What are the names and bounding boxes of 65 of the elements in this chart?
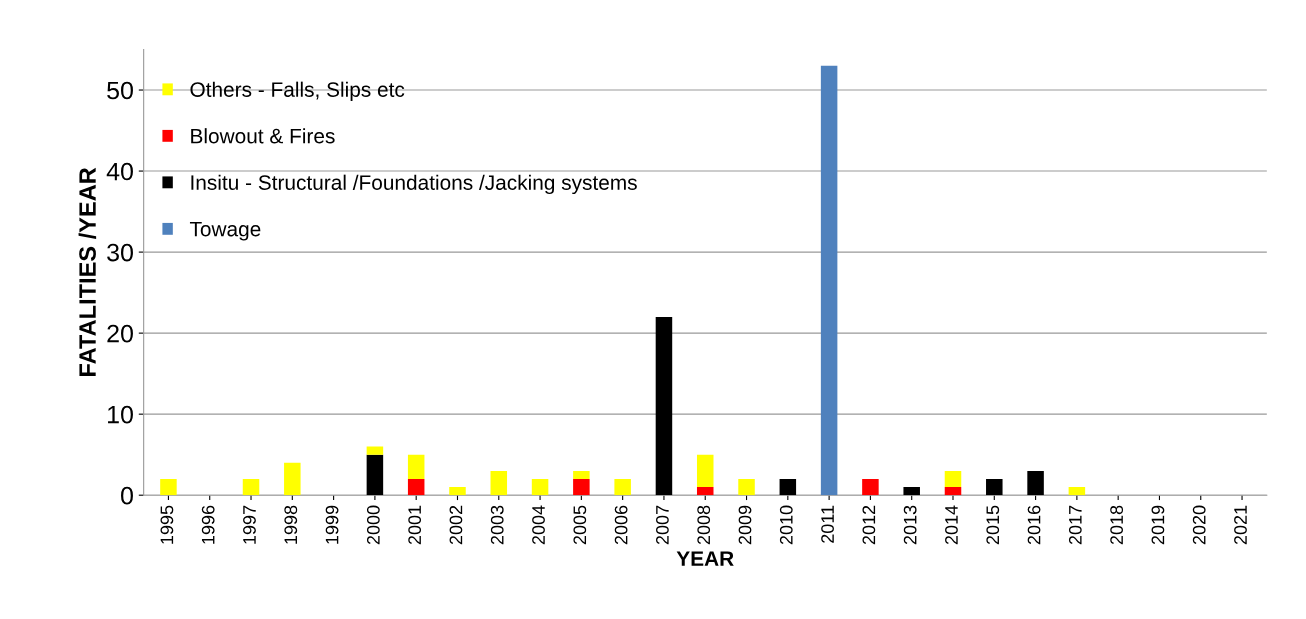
x-tick-label: 2014 (945, 505, 958, 545)
bar (449, 487, 466, 496)
x-tick-label: 2020 (1192, 505, 1206, 545)
x-tick-label: 2009 (738, 505, 752, 545)
x-tick-label: 2011 (821, 505, 834, 543)
bar (986, 478, 1003, 496)
bar (1027, 470, 1044, 496)
legend-label: Towage (189, 221, 261, 241)
x-tick-label: 2019 (1151, 505, 1165, 545)
legend-label: Others - Falls, Slips etc (190, 81, 405, 102)
x-tick-label: 2000 (366, 505, 380, 545)
legend-label: Blowout & Fires (191, 128, 335, 144)
bar (862, 478, 879, 496)
bar (573, 478, 590, 496)
bar (573, 470, 590, 479)
x-tick-label: 2001 (408, 505, 422, 545)
x-tick-label: 2018 (1110, 505, 1124, 545)
x-tick-label: 2004 (532, 505, 545, 545)
bar (738, 478, 755, 496)
bar (531, 478, 549, 496)
bar (696, 454, 714, 488)
x-tick-label: 2003 (490, 505, 504, 545)
y-tick-label: 50 (107, 81, 133, 100)
x-tick-label: 2007 (656, 505, 669, 545)
x-tick-label: 2016 (1027, 505, 1041, 545)
x-tick-label: 1997 (243, 505, 256, 544)
bar (160, 478, 177, 496)
bar (655, 316, 673, 496)
y-tick-label: 30 (107, 243, 133, 262)
x-tick-label: 2006 (614, 505, 628, 545)
x-tick-label: 2012 (862, 505, 876, 545)
x-tick-label: 2017 (1068, 505, 1082, 545)
x-tick-label: 1996 (201, 505, 215, 544)
bar (490, 470, 508, 496)
x-tick-label: 1999 (325, 505, 339, 544)
bar (944, 487, 962, 496)
x-tick-label: 2010 (779, 505, 793, 545)
x-tick-label: 2002 (449, 505, 463, 545)
x-tick-label: 1995 (160, 505, 174, 544)
y-tick-label: 10 (108, 405, 133, 424)
x-tick-label: 2021 (1234, 505, 1247, 545)
bar (903, 487, 920, 496)
x-tick-label: 2015 (986, 505, 1000, 545)
y-tick-label: 40 (106, 162, 133, 181)
y-axis-title: FATALITIES /YEAR (78, 167, 97, 376)
bar (366, 446, 384, 455)
x-tick-label: 2005 (573, 505, 587, 545)
y-tick-label: 20 (107, 324, 133, 343)
bar (242, 478, 260, 496)
bar (614, 478, 631, 496)
x-tick-label: 2008 (697, 505, 711, 545)
bar (696, 487, 714, 496)
bar (407, 478, 425, 496)
bar (944, 470, 962, 488)
bar (366, 454, 384, 496)
y-tick-label: 0 (121, 486, 133, 505)
x-tick-label: 1998 (284, 505, 298, 544)
x-tick-label: 2013 (903, 505, 917, 545)
bar (1068, 487, 1086, 496)
x-axis-title: YEAR (676, 551, 734, 566)
legend-label: Insitu - Structural /Foundations /Jacking systems (191, 174, 637, 195)
bar (820, 65, 838, 496)
bar (284, 462, 301, 496)
bar (407, 454, 425, 479)
bar (779, 478, 797, 496)
